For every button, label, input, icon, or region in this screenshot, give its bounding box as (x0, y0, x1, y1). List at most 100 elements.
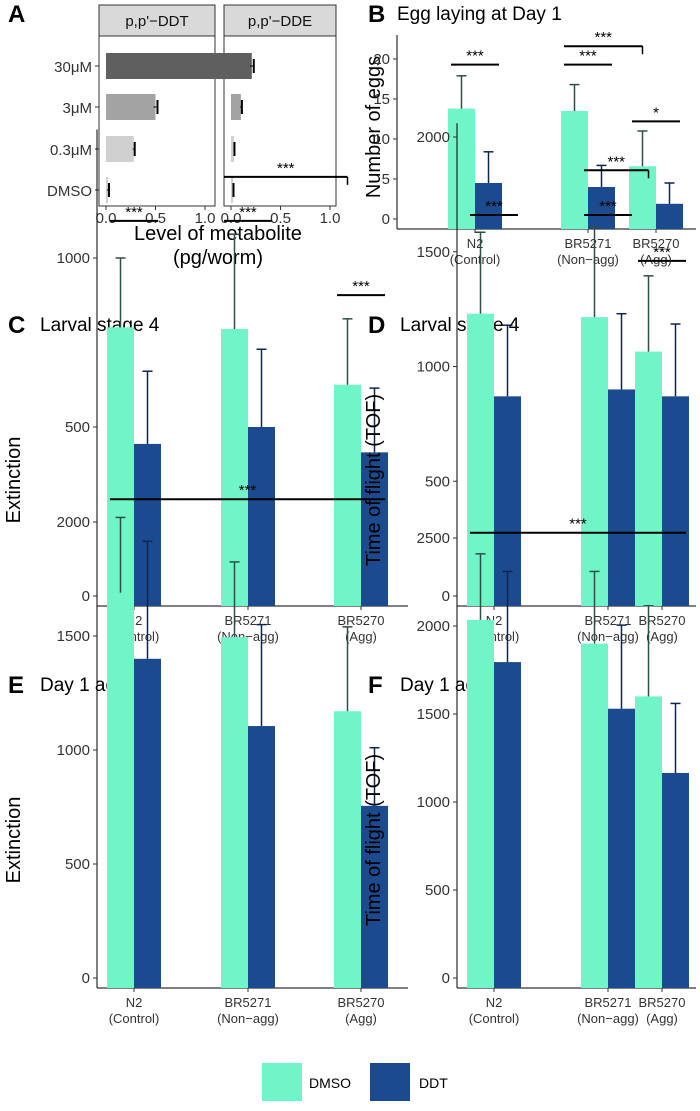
panel-f-plot: 05001000150020002500N2(Control)BR5271(No… (417, 516, 696, 1026)
panel-e-category-line2: (Control) (109, 1011, 160, 1026)
panel-c-title: Larval stage 4 (40, 315, 160, 336)
panel-c-sig-label: *** (277, 160, 295, 177)
panel-c-ytick-label: 0 (82, 588, 90, 605)
panel-b-bar-dmso (629, 166, 656, 229)
panel-f-bar-dmso (581, 643, 608, 988)
panel-f-ytick-label: 2000 (417, 618, 450, 635)
strip-dde-bg (223, 4, 337, 37)
panel-d-bar-ddt (608, 389, 635, 606)
panel-a-bar (106, 136, 134, 162)
panel-d-sig-label: *** (653, 244, 671, 261)
panel-b-category-line2: (Control) (450, 252, 501, 267)
panel-b-bar-ddt (588, 187, 615, 229)
panel-f-category-line2: (Agg) (646, 1011, 678, 1026)
panel-d-plot: 0500100015002000N2(Control)BR5271(Non−ag… (417, 123, 696, 644)
panel-f-bar-dmso (635, 696, 662, 988)
panel-a-xtick-label: 0.0 (221, 210, 242, 227)
panel-d-ytick-label: 2000 (417, 129, 450, 146)
panel-e-sig-label: *** (239, 482, 257, 499)
panel-a-ticks: 0.0 0.5 1.0 0.0 0.5 1.0 30μM 3μM 0.3μM DMSO (47, 59, 340, 227)
panel-f-bar-ddt (494, 662, 521, 988)
panel-f-category-line2: (Control) (469, 1011, 520, 1026)
legend-ddt-label: DDT (419, 1075, 448, 1091)
strip-ddt-bg (98, 4, 216, 37)
panel-d-sig-label: *** (485, 198, 503, 215)
panel-f-category-line1: BR5270 (639, 995, 686, 1010)
panel-b-bar-dmso (561, 111, 588, 229)
panel-e-ytick-label: 2000 (57, 514, 90, 531)
panel-e-bar-ddt (248, 726, 275, 988)
panel-a-bar (231, 53, 252, 79)
panel-f-bar-dmso (467, 619, 494, 988)
panel-c-bar-dmso (221, 328, 248, 606)
panel-f-ytick-label: 500 (425, 882, 450, 899)
strip-dde-label: p,p'−DDE (248, 13, 312, 30)
panel-b-ytick-label: 10 (373, 131, 390, 148)
panel-d-category-line2: (Non−agg) (577, 629, 639, 644)
panel-e-bar-ddt (134, 658, 161, 988)
panel-b-title: Egg laying at Day 1 (397, 4, 562, 25)
panel-a-bar (231, 94, 241, 120)
panel-b-ytick-label: 5 (382, 171, 390, 188)
panel-a-xtick-label: 0.5 (270, 210, 291, 227)
panel-f-bar-ddt (608, 708, 635, 988)
panel-a-category-label: DMSO (47, 183, 92, 200)
legend-ddt-swatch (370, 1063, 410, 1101)
panel-d-category-line2: (Agg) (646, 629, 678, 644)
panel-b: B Egg laying at Day 1 Number of eggs (363, 1, 562, 198)
panel-b-ytick-label: 15 (373, 91, 390, 108)
panel-b-category-line2: (Non−agg) (557, 252, 619, 267)
panel-c-sig-label: *** (239, 204, 257, 221)
panel-c-label: C (8, 312, 25, 339)
panel-d-ylabel: Time of flight (TOF) (363, 394, 385, 566)
panel-e-ytick-label: 1500 (57, 628, 90, 645)
panel-a-category-label: 30μM (54, 59, 92, 76)
panel-d-bar-dmso (635, 351, 662, 606)
legend-dmso-label: DMSO (309, 1075, 351, 1091)
panel-b-sig-label: *** (594, 29, 612, 46)
panel-e-bar-dmso (107, 592, 134, 988)
panel-c-sig-label: *** (125, 204, 143, 221)
panel-e-ylabel: Extinction (3, 797, 25, 884)
panel-d-bar-dmso (581, 317, 608, 606)
panel-c-ytick-label: 500 (65, 419, 90, 436)
panel-d-ytick-label: 1500 (417, 244, 450, 261)
panel-e-category-line1: BR5270 (338, 995, 385, 1010)
panel-a-label: A (8, 1, 25, 28)
panel-a-xlabel-line2: (pg/worm) (173, 247, 263, 269)
panel-f-sig-label: *** (569, 516, 587, 533)
panel-b-bar-ddt (656, 203, 683, 229)
facet-ddt-frame (98, 35, 216, 207)
panel-f-label: F (368, 672, 383, 699)
panel-f-ytick-label: 2500 (417, 530, 450, 547)
panel-c-category-line1: BR5270 (338, 613, 385, 628)
panel-a-xtick-label: 0.0 (96, 210, 117, 227)
panel-f-bar-ddt (662, 772, 689, 988)
panel-b-bar-ddt (475, 183, 502, 229)
panel-b-ytick-label: 20 (373, 51, 390, 68)
panel-b-category-line1: BR5271 (565, 236, 612, 251)
panel-f-ytick-label: 0 (442, 970, 450, 987)
panel-a-category-label: 0.3μM (50, 142, 92, 159)
panel-b-sig-label: *** (579, 48, 597, 65)
panel-a-xtick-label: 0.5 (145, 210, 166, 227)
panel-e-category-line2: (Non−agg) (217, 1011, 279, 1026)
panel-b-ylabel: Number of eggs (363, 56, 385, 198)
panel-d-sig-label: *** (607, 153, 625, 170)
strip-ddt-label: p,p'−DDT (125, 13, 188, 30)
panel-c-sig-label: *** (352, 278, 370, 295)
panel-b-sig-label: *** (466, 48, 484, 65)
panel-e-category-line2: (Agg) (345, 1011, 377, 1026)
panel-b-plot: 0 5 10 15 20 N2(Control) BR5271(Non−agg) BR5270… (373, 29, 696, 267)
panel-d-label: D (368, 312, 385, 339)
panel-e-category-line1: BR5271 (225, 995, 272, 1010)
panel-d-sig-label: *** (599, 198, 617, 215)
panel-e-bar-dmso (334, 711, 361, 988)
panel-b-label: B (368, 1, 385, 28)
panel-c-ytick-label: 1000 (57, 250, 90, 267)
panel-f-ytick-label: 1500 (417, 706, 450, 723)
panel-f-category-line1: N2 (486, 995, 503, 1010)
panel-a-bar (231, 136, 234, 162)
panel-a-xtick-label: 1.0 (195, 210, 216, 227)
